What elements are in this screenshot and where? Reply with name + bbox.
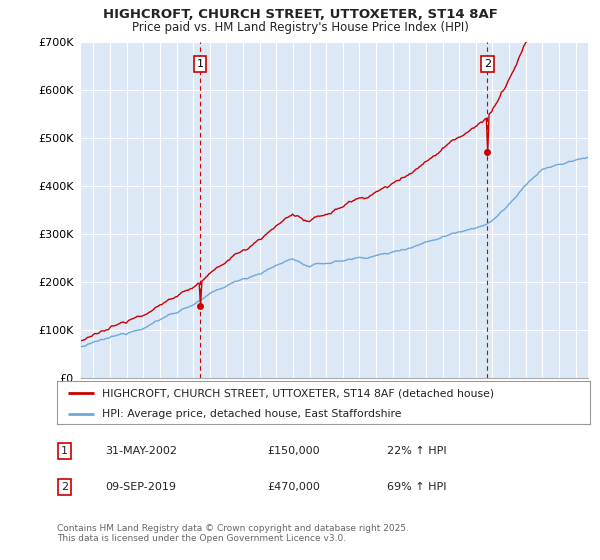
Text: 1: 1	[61, 446, 68, 456]
Text: £470,000: £470,000	[267, 482, 320, 492]
Text: 2: 2	[61, 482, 68, 492]
Text: 69% ↑ HPI: 69% ↑ HPI	[387, 482, 446, 492]
Text: HIGHCROFT, CHURCH STREET, UTTOXETER, ST14 8AF: HIGHCROFT, CHURCH STREET, UTTOXETER, ST1…	[103, 8, 497, 21]
Text: £150,000: £150,000	[267, 446, 320, 456]
Text: 1: 1	[197, 59, 203, 69]
Text: 22% ↑ HPI: 22% ↑ HPI	[387, 446, 446, 456]
Text: 09-SEP-2019: 09-SEP-2019	[105, 482, 176, 492]
Text: Price paid vs. HM Land Registry's House Price Index (HPI): Price paid vs. HM Land Registry's House …	[131, 21, 469, 34]
Text: 2: 2	[484, 59, 491, 69]
Text: HPI: Average price, detached house, East Staffordshire: HPI: Average price, detached house, East…	[102, 409, 402, 418]
Text: HIGHCROFT, CHURCH STREET, UTTOXETER, ST14 8AF (detached house): HIGHCROFT, CHURCH STREET, UTTOXETER, ST1…	[102, 388, 494, 398]
Text: Contains HM Land Registry data © Crown copyright and database right 2025.
This d: Contains HM Land Registry data © Crown c…	[57, 524, 409, 543]
Text: 31-MAY-2002: 31-MAY-2002	[105, 446, 177, 456]
